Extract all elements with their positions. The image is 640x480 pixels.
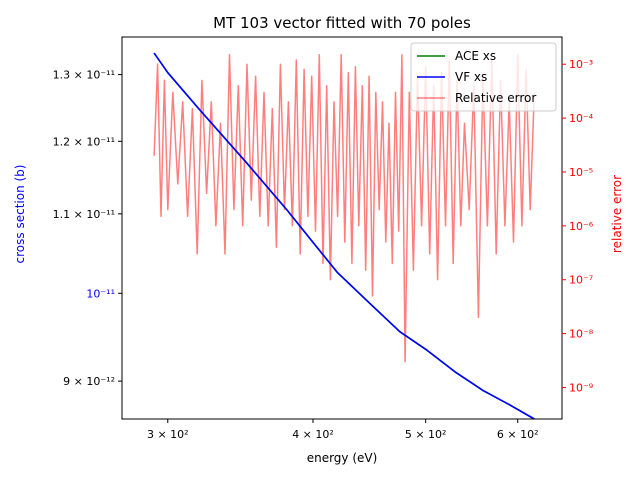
left-y-tick-label: 1.2 × 10⁻¹¹ (53, 135, 115, 148)
legend-label: Relative error (455, 91, 536, 105)
x-tick-label: 5 × 10² (405, 428, 447, 441)
x-tick-label: 6 × 10² (497, 428, 539, 441)
left-y-tick-label: 10⁻¹¹ (86, 287, 115, 300)
legend-label: ACE xs (455, 49, 496, 63)
x-axis-label: energy (eV) (307, 451, 378, 465)
plot-frame (121, 36, 563, 420)
series-line-relative-error (153, 53, 536, 363)
legend-label: VF xs (455, 70, 487, 84)
x-tick-label: 3 × 10² (147, 428, 189, 441)
plot-area: 3 × 10² 4 × 10² 5 × 10² 6 × 10² 9 × 10⁻¹² 10⁻… (53, 36, 594, 441)
left-y-tick-label: 1.1 × 10⁻¹¹ (53, 208, 115, 221)
right-y-tick-label: 10⁻⁵ (569, 166, 593, 179)
chart-title: MT 103 vector fitted with 70 poles (213, 14, 471, 32)
right-y-axis-label: relative error (610, 175, 624, 253)
right-y-tick-label: 10⁻⁹ (569, 381, 593, 394)
right-y-tick-label: 10⁻⁴ (569, 112, 594, 125)
series-line-vf-xs (153, 52, 535, 420)
left-y-axis-label: cross section (b) (13, 165, 27, 264)
x-tick-label: 4 × 10² (292, 428, 334, 441)
right-y-tick-label: 10⁻³ (569, 58, 593, 71)
legend-box (410, 42, 557, 112)
left-y-tick-label: 1.3 × 10⁻¹¹ (53, 69, 115, 82)
right-y-tick-label: 10⁻⁷ (569, 274, 593, 287)
right-y-tick-label: 10⁻⁸ (569, 328, 594, 341)
left-y-tick-label: 9 × 10⁻¹² (63, 375, 115, 388)
right-y-tick-label: 10⁻⁶ (569, 220, 594, 233)
